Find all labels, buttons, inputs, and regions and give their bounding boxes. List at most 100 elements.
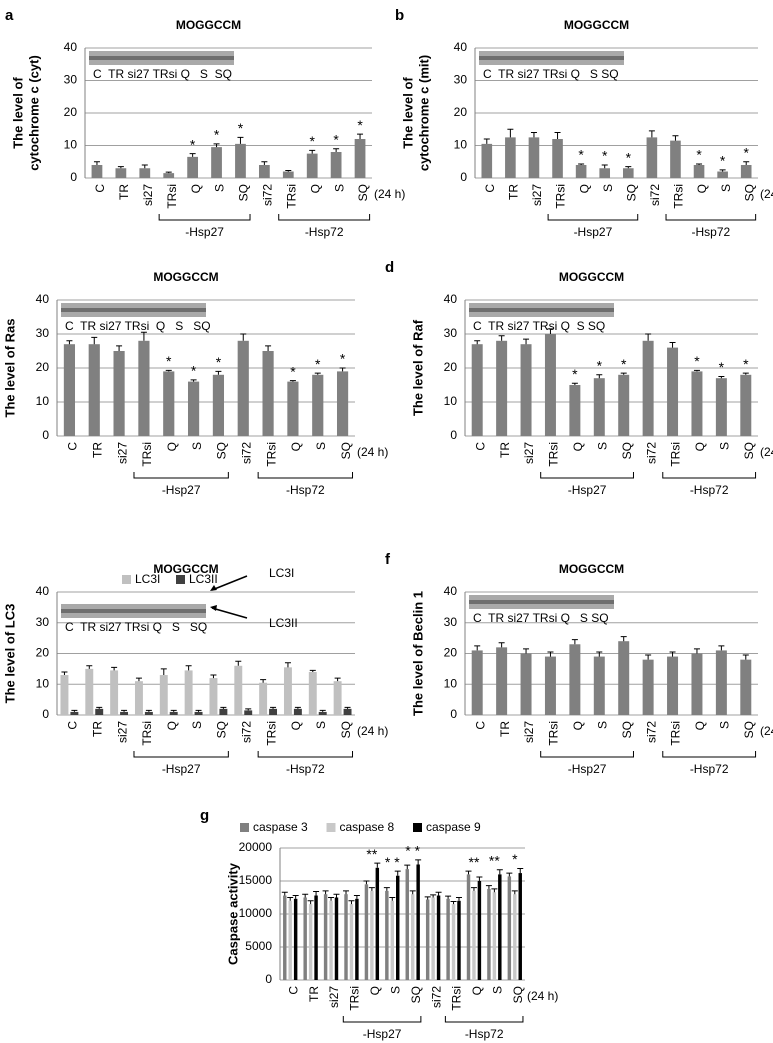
x-suffix: (24 h) xyxy=(760,724,773,738)
error-bar xyxy=(265,345,272,351)
bar xyxy=(717,171,728,178)
bar xyxy=(330,152,342,178)
x-tick-label: S xyxy=(719,184,733,192)
bar xyxy=(513,894,517,980)
bar xyxy=(740,374,752,436)
error-bar xyxy=(554,132,561,139)
bar xyxy=(496,647,508,715)
y-axis-label: The level of xyxy=(400,77,415,149)
x-tick-label: si27 xyxy=(327,986,341,1008)
annotation: LC3II xyxy=(269,616,298,630)
bar xyxy=(492,892,497,980)
error-bar xyxy=(93,161,100,165)
group-bracket xyxy=(540,751,634,758)
bar xyxy=(528,137,540,178)
bar xyxy=(293,708,302,715)
x-tick-label: si72 xyxy=(261,184,275,206)
chart-title: MOGGCCM xyxy=(559,270,624,284)
x-tick-label: TRsi xyxy=(284,184,298,209)
error-bar xyxy=(237,136,244,144)
error-bar xyxy=(117,166,124,169)
bar xyxy=(618,641,630,715)
x-tick-label: si72 xyxy=(644,721,658,743)
bar xyxy=(593,378,605,436)
bar xyxy=(115,168,127,178)
bar xyxy=(472,890,476,980)
significance-marker: * xyxy=(191,363,197,379)
group-label: -Hsp72 xyxy=(690,762,729,776)
bar xyxy=(451,904,456,980)
bar xyxy=(410,894,415,980)
x-tick-label: TR xyxy=(307,986,321,1002)
bar xyxy=(95,708,104,715)
significance-marker: * xyxy=(216,354,222,370)
significance-marker: * xyxy=(626,149,632,165)
legend-label: caspase 3 xyxy=(253,820,308,834)
bar xyxy=(471,650,483,715)
significance-marker: * xyxy=(696,147,702,163)
y-tick-label: 30 xyxy=(36,615,50,629)
x-tick-label: TRsi xyxy=(264,721,278,746)
x-tick-label: Q xyxy=(695,184,709,193)
y-tick-label: 0 xyxy=(450,707,457,721)
group-bracket xyxy=(662,472,757,479)
error-bar xyxy=(141,164,148,169)
bar xyxy=(390,900,395,980)
x-tick-label: SQ xyxy=(511,986,525,1003)
error-bar xyxy=(61,671,68,676)
y-tick-label: 0 xyxy=(460,170,467,184)
x-tick-label: S xyxy=(601,184,615,192)
bar xyxy=(354,139,366,178)
x-tick-label: SQ xyxy=(620,721,634,738)
error-bar xyxy=(455,897,462,901)
x-tick-label: SQ xyxy=(215,442,229,459)
bar xyxy=(329,900,333,980)
significance-marker: * xyxy=(166,353,172,369)
x-tick-label: SQ xyxy=(620,442,634,459)
x-tick-label: TR xyxy=(117,184,131,200)
x-tick-label: S xyxy=(332,184,346,192)
bar xyxy=(599,168,611,178)
bar xyxy=(234,665,243,715)
x-tick-label: si27 xyxy=(115,442,129,464)
error-bar xyxy=(261,161,268,165)
error-bar xyxy=(693,648,700,654)
significance-marker: ** xyxy=(489,852,500,868)
x-tick-label: C xyxy=(483,184,497,193)
error-bar xyxy=(620,636,627,642)
x-tick-label: si72 xyxy=(429,986,443,1008)
y-tick-label: 20 xyxy=(36,360,50,374)
legend-label: LC3II xyxy=(189,572,218,586)
error-bar xyxy=(165,369,172,372)
y-axis-label: The level of Raf xyxy=(410,319,425,416)
error-bar xyxy=(719,169,726,172)
error-bar xyxy=(357,133,364,139)
bar xyxy=(314,895,318,980)
error-bar xyxy=(450,900,457,905)
x-tick-label: TR xyxy=(507,184,521,200)
significance-marker: * xyxy=(315,356,321,372)
error-bar xyxy=(313,891,320,896)
y-tick-label: 30 xyxy=(64,73,78,87)
error-bar xyxy=(294,706,301,709)
bar xyxy=(237,340,249,436)
x-tick-label: SQ xyxy=(409,986,423,1003)
x-tick-label: Q xyxy=(165,442,179,451)
x-tick-label: Q xyxy=(308,184,322,193)
error-bar xyxy=(404,864,411,870)
group-bracket xyxy=(547,214,639,221)
error-bar xyxy=(485,885,492,889)
x-tick-label: Q xyxy=(693,442,707,451)
legend-swatch xyxy=(122,575,131,584)
x-tick-label: TRsi xyxy=(547,442,561,467)
significance-marker: * xyxy=(621,356,627,372)
bar xyxy=(618,374,630,436)
x-tick-label: TRsi xyxy=(348,986,362,1011)
error-bar xyxy=(718,376,725,379)
x-tick-label: TRsi xyxy=(140,442,154,467)
bar xyxy=(318,711,327,715)
y-tick-label: 0 xyxy=(70,170,77,184)
bar xyxy=(691,371,703,436)
group-label: -Hsp72 xyxy=(691,225,730,239)
bar xyxy=(312,374,324,436)
